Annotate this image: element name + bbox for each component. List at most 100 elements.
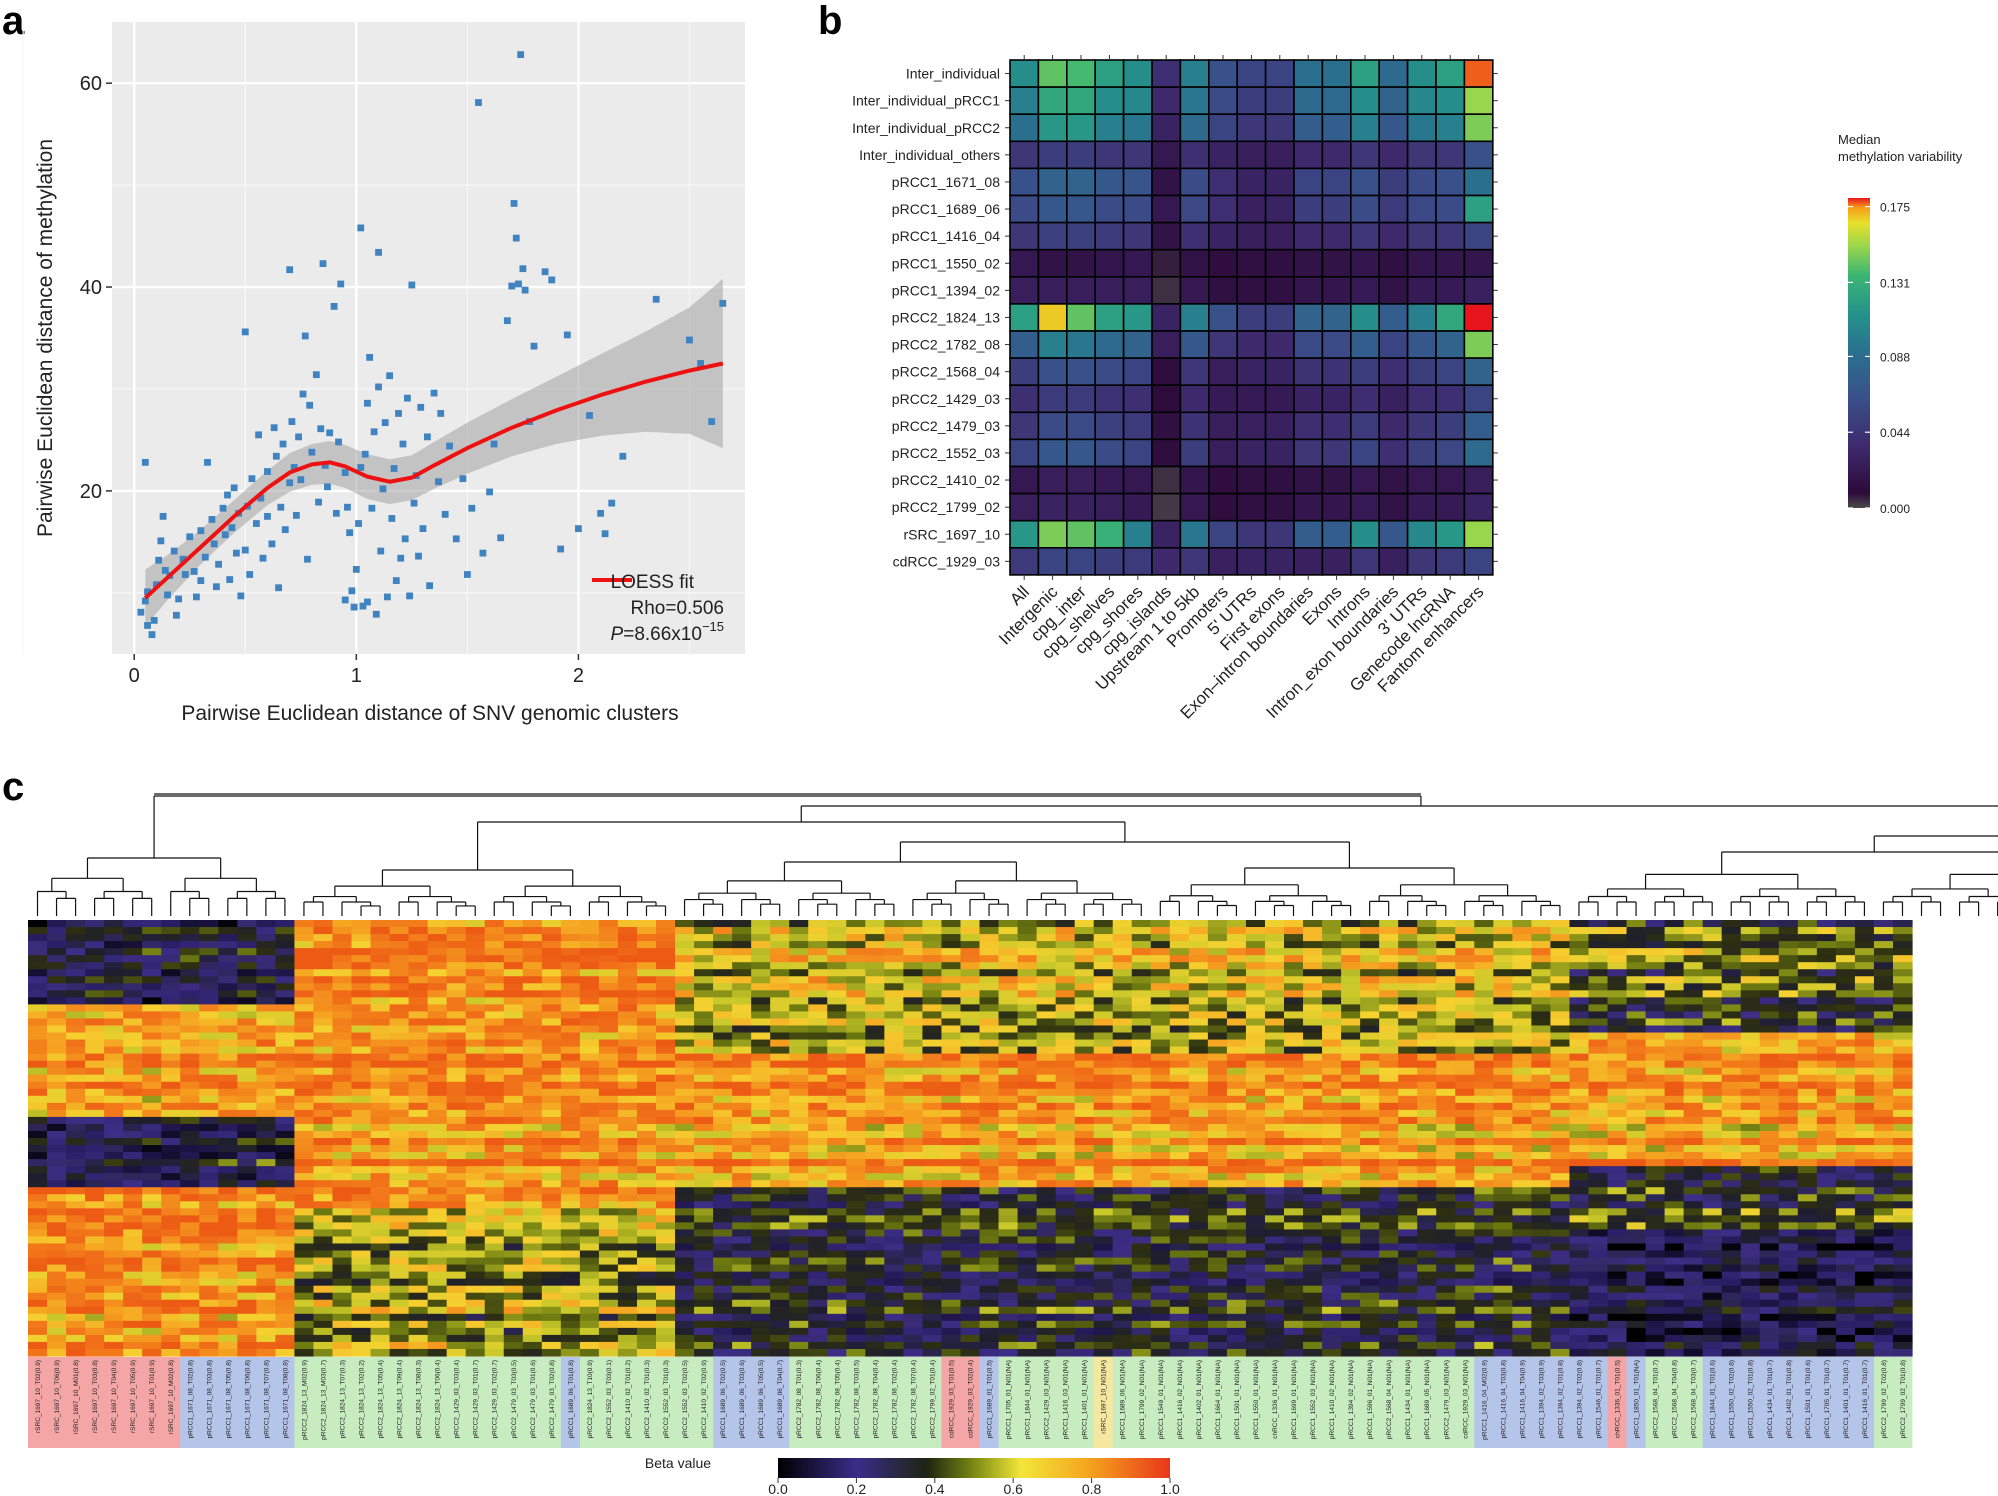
heatmap-cell xyxy=(1188,1081,1209,1090)
heatmap-cell xyxy=(656,1130,676,1139)
heatmap-cell xyxy=(751,1116,771,1125)
heatmap-cell xyxy=(484,1116,505,1125)
heatmap-cell xyxy=(1036,927,1057,935)
heatmap-cell xyxy=(979,1116,1000,1125)
heatmap-cell xyxy=(47,1306,67,1315)
heatmap-cell xyxy=(313,955,334,963)
heatmap-cell xyxy=(675,1264,695,1273)
heatmap-cell xyxy=(47,1271,67,1280)
heatmap-cell xyxy=(560,1130,581,1139)
heatmap-cell xyxy=(123,1074,143,1083)
heatmap-cell xyxy=(941,1320,962,1329)
heatmap-cell xyxy=(1131,1278,1152,1287)
heatmap-cell xyxy=(541,1109,562,1118)
heatmap-cell xyxy=(751,1138,771,1146)
heatmap-cell xyxy=(884,1306,904,1315)
heatmap-cell xyxy=(408,983,429,991)
heatmap-cell xyxy=(503,1053,524,1062)
heatmap-cell xyxy=(275,1081,296,1090)
heatmap-cell xyxy=(465,990,486,998)
heatmap-cell xyxy=(1074,1130,1095,1139)
heatmap-cell xyxy=(1112,962,1133,970)
heatmap-cell xyxy=(85,1123,105,1132)
scatter-point xyxy=(241,328,249,336)
heatmap-cell xyxy=(865,1341,885,1350)
heatmap-cell xyxy=(884,1327,904,1336)
heatmap-cell xyxy=(713,1152,733,1160)
heatmap-cell xyxy=(636,955,657,963)
heatmap-cell xyxy=(789,1320,809,1329)
heatmap-cell xyxy=(104,1285,124,1294)
heatmap-cell xyxy=(503,1215,524,1223)
heatmap-cell xyxy=(827,1060,847,1069)
heatmap-cell xyxy=(675,1180,695,1188)
heatmap-cell xyxy=(979,962,1000,970)
heatmap-cell xyxy=(560,1187,581,1195)
heatmap-cell xyxy=(846,934,866,942)
scatter-point xyxy=(357,224,365,232)
heatmap-cell xyxy=(770,955,790,963)
scatter-point xyxy=(697,360,704,367)
heatmap-cell xyxy=(1150,1046,1171,1055)
heatmap-cell xyxy=(1131,1095,1152,1104)
heatmap-cell xyxy=(161,1074,181,1083)
heatmap-cell xyxy=(541,1039,562,1048)
heatmap-cell xyxy=(104,1264,124,1273)
heatmap-cell xyxy=(579,1159,600,1167)
heatmap-cell xyxy=(579,1025,600,1034)
heatmap-cell xyxy=(675,1215,695,1223)
heatmap-cell xyxy=(1150,1173,1171,1181)
heatmap-cell xyxy=(1293,113,1324,143)
heatmap-cell xyxy=(351,1152,372,1160)
heatmap-cell xyxy=(408,1278,429,1287)
heatmap-cell xyxy=(237,941,257,949)
heatmap-cell xyxy=(522,1250,543,1259)
heatmap-cell xyxy=(332,1292,353,1301)
heatmap-cell xyxy=(218,1264,238,1273)
heatmap-cell xyxy=(408,955,429,963)
heatmap-cell xyxy=(237,927,257,935)
scatter-point xyxy=(204,458,211,466)
heatmap-cell xyxy=(579,1095,600,1104)
scatter-point xyxy=(321,462,329,469)
scatter-point xyxy=(304,555,311,563)
heatmap-cell xyxy=(1017,934,1038,942)
heatmap-cell xyxy=(998,1236,1019,1245)
heatmap-cell xyxy=(1169,1327,1190,1336)
heatmap-cell xyxy=(579,1152,600,1160)
heatmap-cell xyxy=(66,1341,86,1350)
heatmap-cell xyxy=(522,1046,543,1055)
heatmap-cell xyxy=(1378,140,1409,170)
heatmap-cell xyxy=(979,955,1000,963)
heatmap-cell xyxy=(960,1271,981,1280)
scatter-point xyxy=(246,571,254,578)
heatmap-cell xyxy=(846,1222,866,1231)
heatmap-cell xyxy=(656,920,676,928)
scatter-point xyxy=(186,533,194,541)
heatmap-cell xyxy=(408,1018,429,1027)
heatmap-cell xyxy=(1093,1334,1114,1343)
heatmap-cell xyxy=(446,1180,467,1188)
heatmap-cell xyxy=(560,1166,581,1174)
heatmap-cell xyxy=(1112,1081,1133,1090)
heatmap-cell xyxy=(636,1285,657,1294)
heatmap-cell xyxy=(808,1222,828,1231)
heatmap-cell xyxy=(1169,1250,1190,1259)
heatmap-cell xyxy=(484,1306,505,1315)
heatmap-cell xyxy=(522,1039,543,1048)
heatmap-cell xyxy=(617,1313,638,1322)
heatmap-cell xyxy=(28,1081,48,1090)
heatmap-cell xyxy=(808,1215,828,1223)
heatmap-cell xyxy=(1151,194,1182,224)
heatmap-cell xyxy=(579,1278,600,1287)
heatmap-cell xyxy=(770,1215,790,1223)
heatmap-cell xyxy=(465,997,486,1005)
heatmap-cell xyxy=(484,1088,505,1097)
heatmap-cell xyxy=(865,1123,885,1132)
heatmap-cell xyxy=(598,1095,619,1104)
heatmap-cell xyxy=(713,1095,733,1104)
heatmap-cell xyxy=(1264,411,1295,441)
heatmap-cell xyxy=(808,1018,828,1027)
heatmap-cell xyxy=(408,1285,429,1294)
heatmap-cell xyxy=(237,983,257,991)
